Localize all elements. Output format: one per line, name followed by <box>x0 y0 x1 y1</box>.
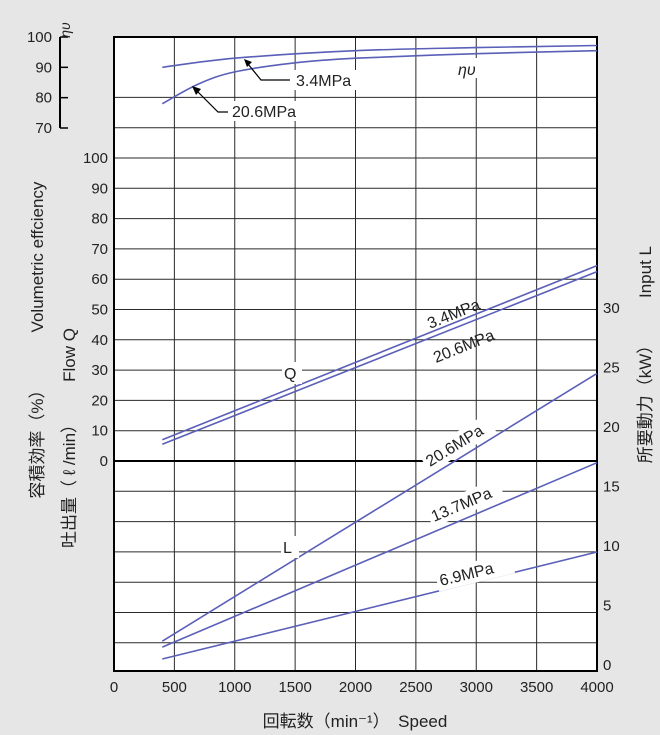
x-tick-label: 2000 <box>339 679 372 696</box>
curve-flow-206MPa <box>162 270 598 446</box>
input-curve-label: L <box>283 540 292 557</box>
curve-input-69MPa <box>162 551 598 660</box>
flow-tick-label: 90 <box>91 180 108 197</box>
right-axis: 0 5 10 15 20 25 30 <box>603 300 620 674</box>
eta-tick-label: 70 <box>35 120 52 137</box>
flow-tick-label: 10 <box>91 423 108 440</box>
x-tick-label: 2500 <box>399 679 432 696</box>
label-bg <box>282 362 302 384</box>
curve-eta-206MPa <box>161 49 598 105</box>
flow-tick-label: 0 <box>100 453 108 470</box>
x-axis: 0 500 1000 1500 2000 2500 3000 3500 4000 <box>110 679 614 696</box>
x-axis-title: 回転数（min⁻¹） Speed <box>263 712 448 731</box>
curves <box>161 44 598 660</box>
input-tick-label: 10 <box>603 538 620 555</box>
label-bg <box>419 414 497 473</box>
eta-axis: 100 90 80 70 <box>27 29 68 137</box>
flow-axis-label-jp: 吐出量（ ℓ /min） <box>60 416 79 548</box>
right-axis-label-jp: 所要動力（kW） <box>636 337 655 464</box>
flow-tick-label: 30 <box>91 362 108 379</box>
flow-tick-label: 100 <box>83 150 108 167</box>
curve-input-206MPa <box>161 372 598 642</box>
left-axis-label-jp: 容積効率（%） <box>28 381 47 498</box>
x-tick-label: 4000 <box>580 679 613 696</box>
x-tick-label: 1500 <box>278 679 311 696</box>
plot-frame <box>113 36 598 672</box>
right-axis-label-en: Input L <box>636 246 655 298</box>
flow-curve-label: Q <box>284 366 296 383</box>
callout-arrowhead <box>244 59 252 67</box>
label-bg <box>434 552 516 592</box>
x-tick-label: 0 <box>110 679 118 696</box>
flow-tick-label: 40 <box>91 332 108 349</box>
flow-tick-label: 70 <box>91 241 108 258</box>
eta-tick-label: 100 <box>27 29 52 46</box>
flow-tick-label: 50 <box>91 302 108 319</box>
input-tick-label: 30 <box>603 300 620 317</box>
x-tick-label: 3000 <box>460 679 493 696</box>
left-axis-label-en: Volumetric effciency <box>28 181 47 332</box>
input-tick-label: 5 <box>603 598 611 615</box>
x-tick-label: 3500 <box>520 679 553 696</box>
input-tick-label: 20 <box>603 419 620 436</box>
curve-eta-34MPa <box>162 44 598 69</box>
flow-tick-label: 80 <box>91 211 108 228</box>
input-tick-label: 0 <box>603 657 611 674</box>
callout-leader <box>247 63 290 81</box>
label-bg <box>424 477 505 528</box>
curve-input-137MPa <box>161 461 598 648</box>
eta-curve-label: ηυ <box>458 62 476 79</box>
label-bg <box>281 536 299 558</box>
label-bg <box>455 58 503 78</box>
curve-flow-34MPa <box>162 264 598 441</box>
flow-tick-label: 20 <box>91 392 108 409</box>
grid <box>113 36 598 672</box>
flow-tick-label: 60 <box>91 271 108 288</box>
eta-20.6mpa-label: 20.6MPa <box>232 104 296 121</box>
label-bg <box>229 101 309 121</box>
x-tick-label: 500 <box>162 679 187 696</box>
eta-symbol-vertical: ηυ <box>57 22 73 38</box>
eta-tick-label: 80 <box>35 90 52 107</box>
input-tick-label: 25 <box>603 360 620 377</box>
callout-arrowhead <box>192 86 201 95</box>
eta-tick-label: 90 <box>35 59 52 76</box>
flow-axis-label-en: Flow Q <box>60 328 79 382</box>
input-tick-label: 15 <box>603 479 620 496</box>
callout-leader <box>196 90 228 113</box>
label-bg <box>292 70 368 90</box>
eta-3.4mpa-label: 3.4MPa <box>296 73 351 90</box>
x-tick-label: 1000 <box>218 679 251 696</box>
